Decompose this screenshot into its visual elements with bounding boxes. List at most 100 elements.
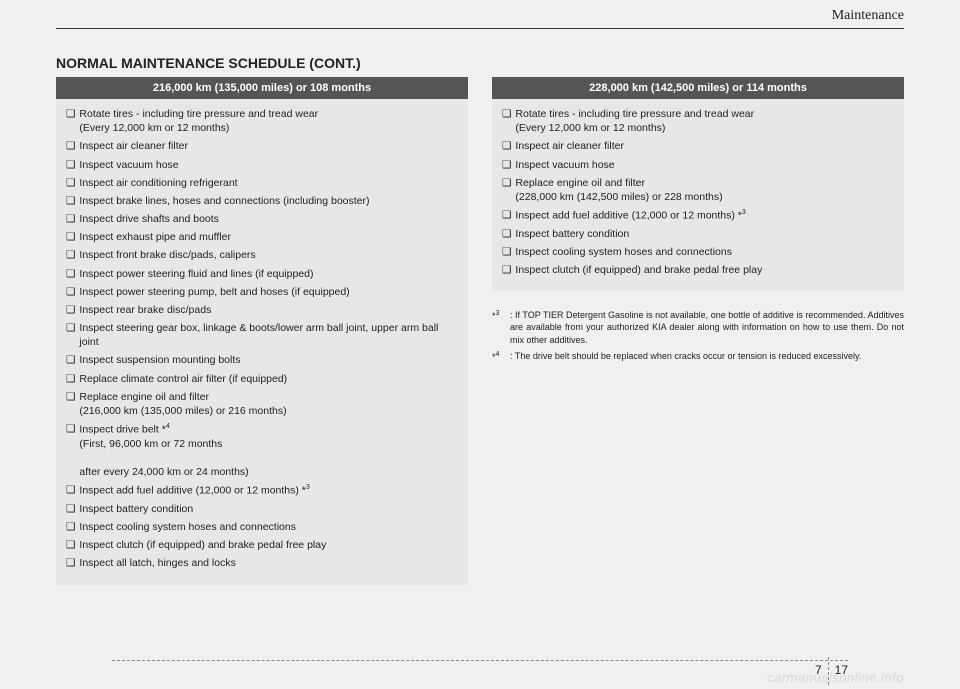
list-item-text: Replace climate control air filter (if e… xyxy=(79,372,458,386)
columns: 216,000 km (135,000 miles) or 108 months… xyxy=(56,77,904,585)
bullet-icon: ❑ xyxy=(66,353,75,367)
list-item: ❑Inspect vacuum hose xyxy=(66,158,458,172)
bullet-icon: ❑ xyxy=(66,107,75,135)
bullet-icon: ❑ xyxy=(502,263,511,277)
list-item-text: Inspect battery condition xyxy=(79,502,458,516)
list-item-text: Inspect add fuel additive (12,000 or 12 … xyxy=(79,483,458,498)
list-item: ❑ Inspect drive shafts and boots xyxy=(66,212,458,226)
bullet-icon: ❑ xyxy=(66,538,75,552)
list-item: ❑ Inspect battery condition xyxy=(502,227,894,241)
header-label: Maintenance xyxy=(832,8,904,24)
list-item: ❑ Inspect battery condition xyxy=(66,502,458,516)
list-item-text: Replace engine oil and filter(228,000 km… xyxy=(515,176,894,204)
bullet-icon: ❑ xyxy=(66,321,75,349)
page-title: NORMAL MAINTENANCE SCHEDULE (CONT.) xyxy=(56,55,904,71)
bullet-icon: ❑ xyxy=(502,107,511,135)
list-item: ❑Rotate tires - including tire pressure … xyxy=(66,107,458,135)
list-item: ❑ Inspect all latch, hinges and locks xyxy=(66,556,458,570)
list-item-text: Inspect exhaust pipe and muffler xyxy=(79,230,458,244)
list-item: ❑Replace engine oil and filter(228,000 k… xyxy=(502,176,894,204)
list-item: ❑ Inspect air cleaner filter xyxy=(502,139,894,153)
footnote-text: : If TOP TIER Detergent Gasoline is not … xyxy=(510,309,904,345)
list-item-text: Replace engine oil and filter(216,000 km… xyxy=(79,390,458,418)
list-item: ❑Replace engine oil and filter(216,000 k… xyxy=(66,390,458,418)
footnote: *3: If TOP TIER Detergent Gasoline is no… xyxy=(492,309,904,345)
bullet-icon: ❑ xyxy=(66,176,75,190)
bullet-icon: ❑ xyxy=(66,139,75,153)
bullet-icon: ❑ xyxy=(66,303,75,317)
bullet-icon: ❑ xyxy=(66,556,75,570)
footnote-text: : The drive belt should be replaced when… xyxy=(510,350,904,363)
list-item: ❑ Inspect front brake disc/pads, calipers xyxy=(66,248,458,262)
list-item: ❑ Inspect exhaust pipe and muffler xyxy=(66,230,458,244)
bullet-icon: ❑ xyxy=(66,194,75,208)
bullet-icon: ❑ xyxy=(66,212,75,226)
list-item: ❑ Inspect clutch (if equipped) and brake … xyxy=(502,263,894,277)
list-item-text: Inspect steering gear box, linkage & boo… xyxy=(79,321,458,349)
footnotes: *3: If TOP TIER Detergent Gasoline is no… xyxy=(492,309,904,363)
list-item: ❑Inspect vacuum hose xyxy=(502,158,894,172)
list-item-text: Inspect air cleaner filter xyxy=(515,139,894,153)
left-column: 216,000 km (135,000 miles) or 108 months… xyxy=(56,77,468,585)
list-item: ❑Inspect power steering pump, belt and h… xyxy=(66,285,458,299)
bullet-icon: ❑ xyxy=(66,248,75,262)
bullet-icon: ❑ xyxy=(502,139,511,153)
list-item: ❑ Inspect add fuel additive (12,000 or 12… xyxy=(66,483,458,498)
list-item: ❑ Inspect add fuel additive (12,000 or 12… xyxy=(502,208,894,223)
list-item: ❑ Inspect air conditioning refrigerant xyxy=(66,176,458,190)
list-item-text: Inspect clutch (if equipped) and brake p… xyxy=(515,263,894,277)
list-item: ❑Inspect cooling system hoses and connec… xyxy=(502,245,894,259)
list-item: ❑ Inspect suspension mounting bolts xyxy=(66,353,458,367)
watermark: carmanualsonline.info xyxy=(767,670,904,685)
list-item-text: Inspect clutch (if equipped) and brake p… xyxy=(79,538,458,552)
list-item-text: Inspect battery condition xyxy=(515,227,894,241)
bullet-icon: ❑ xyxy=(502,208,511,223)
list-item-text: Inspect suspension mounting bolts xyxy=(79,353,458,367)
bullet-icon: ❑ xyxy=(66,285,75,299)
list-item-text: Inspect all latch, hinges and locks xyxy=(79,556,458,570)
bullet-icon: ❑ xyxy=(66,520,75,534)
list-item-text: Inspect drive belt *4(First, 96,000 km o… xyxy=(79,422,458,479)
list-item-text: Inspect drive shafts and boots xyxy=(79,212,458,226)
footnote: *4: The drive belt should be replaced wh… xyxy=(492,350,904,363)
bullet-icon: ❑ xyxy=(66,372,75,386)
list-item: ❑Rotate tires - including tire pressure … xyxy=(502,107,894,135)
list-item-text: Inspect air cleaner filter xyxy=(79,139,458,153)
list-item-text: Inspect front brake disc/pads, calipers xyxy=(79,248,458,262)
footer: 7 17 xyxy=(112,660,848,665)
bullet-icon: ❑ xyxy=(66,230,75,244)
list-item-text: Rotate tires - including tire pressure a… xyxy=(79,107,458,135)
right-box-body: ❑Rotate tires - including tire pressure … xyxy=(492,99,904,291)
list-item: ❑ Replace climate control air filter (if … xyxy=(66,372,458,386)
right-box-header: 228,000 km (142,500 miles) or 114 months xyxy=(492,77,904,99)
bullet-icon: ❑ xyxy=(66,422,75,479)
list-item: ❑Inspect drive belt *4(First, 96,000 km … xyxy=(66,422,458,479)
list-item-text: Inspect cooling system hoses and connect… xyxy=(79,520,458,534)
footnote-marker: *3 xyxy=(492,309,510,345)
left-box-header: 216,000 km (135,000 miles) or 108 months xyxy=(56,77,468,99)
list-item: ❑ Inspect rear brake disc/pads xyxy=(66,303,458,317)
right-column: 228,000 km (142,500 miles) or 114 months… xyxy=(492,77,904,585)
bullet-icon: ❑ xyxy=(66,502,75,516)
list-item-text: Inspect vacuum hose xyxy=(79,158,458,172)
bullet-icon: ❑ xyxy=(66,267,75,281)
bullet-icon: ❑ xyxy=(502,227,511,241)
list-item-text: Inspect air conditioning refrigerant xyxy=(79,176,458,190)
list-item-text: Inspect brake lines, hoses and connectio… xyxy=(79,194,458,208)
left-box-body: ❑Rotate tires - including tire pressure … xyxy=(56,99,468,585)
bullet-icon: ❑ xyxy=(66,483,75,498)
list-item-text: Inspect power steering fluid and lines (… xyxy=(79,267,458,281)
list-item: ❑ Inspect power steering fluid and lines … xyxy=(66,267,458,281)
page-container: Maintenance NORMAL MAINTENANCE SCHEDULE … xyxy=(56,28,904,689)
list-item-text: Inspect add fuel additive (12,000 or 12 … xyxy=(515,208,894,223)
list-item: ❑ Inspect air cleaner filter xyxy=(66,139,458,153)
right-box: 228,000 km (142,500 miles) or 114 months… xyxy=(492,77,904,291)
list-item-text: Inspect cooling system hoses and connect… xyxy=(515,245,894,259)
list-item-text: Rotate tires - including tire pressure a… xyxy=(515,107,894,135)
bullet-icon: ❑ xyxy=(502,176,511,204)
list-item: ❑ Inspect cooling system hoses and connec… xyxy=(66,520,458,534)
list-item-text: Inspect rear brake disc/pads xyxy=(79,303,458,317)
list-item: ❑ Inspect clutch (if equipped) and brake … xyxy=(66,538,458,552)
bullet-icon: ❑ xyxy=(502,158,511,172)
bullet-icon: ❑ xyxy=(66,390,75,418)
